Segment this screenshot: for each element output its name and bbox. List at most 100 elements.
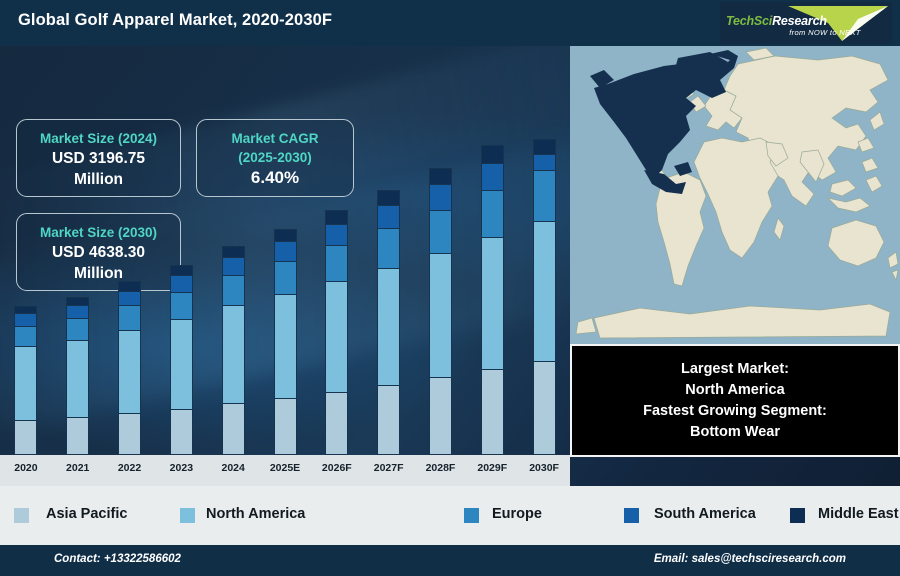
bar-segment[interactable] [325, 245, 349, 282]
bar-group[interactable] [221, 245, 245, 455]
bar-segment[interactable] [377, 228, 401, 268]
bar-group[interactable] [14, 305, 38, 455]
bar-segment[interactable] [480, 190, 504, 238]
fastest-segment-label: Fastest Growing Segment: [643, 402, 827, 419]
bar-segment[interactable] [118, 305, 142, 330]
bar-segment[interactable] [66, 416, 90, 455]
bar-group[interactable] [118, 281, 142, 455]
bar-segment[interactable] [273, 260, 297, 294]
bar-segment[interactable] [325, 209, 349, 224]
stacked-bar-chart: 2020 2021 2022 2023 2024 2025E 2026F 2027F 2028F… [0, 46, 570, 486]
bar-segment[interactable] [169, 318, 193, 409]
bar-segment[interactable] [480, 162, 504, 191]
bar-segment[interactable] [14, 346, 38, 420]
bar-segment[interactable] [377, 189, 401, 205]
logo-tagline: from NOW to NEXT [789, 28, 861, 37]
stat-card-market-cagr: Market CAGR (2025-2030) 6.40% [196, 119, 354, 197]
bar-segment[interactable] [118, 413, 142, 455]
bar-group[interactable] [377, 189, 401, 455]
legend-label: North America [206, 506, 306, 522]
x-axis-tick-label: 2030F [529, 462, 559, 474]
bar-segment[interactable] [273, 397, 297, 455]
bar-segment[interactable] [66, 296, 90, 305]
x-axis-tick-label: 2022 [117, 462, 142, 474]
stat-card-label: Market CAGR [231, 131, 319, 146]
legend-label: Asia Pacific [46, 506, 128, 522]
bar-segment[interactable] [221, 305, 245, 404]
legend-label: South America [654, 506, 756, 522]
legend-swatch [624, 508, 639, 523]
bar-segment[interactable] [325, 281, 349, 392]
bar-segment[interactable] [532, 170, 556, 221]
bar-segment[interactable] [532, 154, 556, 171]
bar-group[interactable] [428, 167, 452, 455]
bar-segment[interactable] [169, 408, 193, 455]
bar-segment[interactable] [118, 290, 142, 306]
bar-segment[interactable] [377, 204, 401, 229]
x-axis-tick-label: 2029F [477, 462, 508, 474]
bar-segment[interactable] [428, 184, 452, 210]
bar-segment[interactable] [428, 209, 452, 253]
bar-group[interactable] [169, 265, 193, 455]
bar-segment[interactable] [273, 293, 297, 398]
bar-segment[interactable] [428, 252, 452, 378]
bar-segment[interactable] [66, 339, 90, 417]
bar-segment[interactable] [118, 281, 142, 291]
logo-wordmark: TechSciResearch [726, 14, 890, 28]
stat-card-market-size-2030: Market Size (2030) USD 4638.30 Million [16, 213, 181, 291]
legend-swatch [180, 508, 195, 523]
chart-legend: Asia Pacific North America Europe South Ame… [0, 486, 900, 545]
bar-segment[interactable] [169, 291, 193, 319]
bar-segment[interactable] [221, 275, 245, 306]
bar-segment[interactable] [273, 241, 297, 261]
x-axis-tick-label: 2028F [425, 462, 456, 474]
bar-segment[interactable] [273, 228, 297, 242]
bar-segment[interactable] [66, 318, 90, 340]
bar-group[interactable] [480, 144, 504, 455]
bar-segment[interactable] [532, 361, 556, 455]
landmasses [575, 47, 899, 339]
bar-segment[interactable] [480, 369, 504, 455]
legend-label: Middle East & Africa [818, 506, 900, 522]
bar-segment[interactable] [480, 237, 504, 370]
x-axis-tick-label: 2023 [169, 462, 194, 474]
stat-card-value: 6.40% [250, 168, 300, 187]
bar-segment[interactable] [377, 267, 401, 385]
bar-segment[interactable] [532, 139, 556, 155]
stat-card-label: Market Size (2030) [39, 225, 158, 240]
bar-group[interactable] [273, 228, 297, 455]
bar-group[interactable] [66, 296, 90, 455]
bar-group[interactable] [325, 209, 349, 455]
stat-card-label: Market Size (2024) [39, 131, 158, 146]
stat-card-value: USD 3196.75 [51, 150, 146, 167]
bar-segment[interactable] [532, 220, 556, 362]
bar-segment[interactable] [221, 245, 245, 258]
stat-card-market-size-2024: Market Size (2024) USD 3196.75 Million [16, 119, 181, 197]
fastest-segment-value: Bottom Wear [690, 423, 780, 440]
bar-segment[interactable] [14, 305, 38, 314]
bar-segment[interactable] [377, 384, 401, 455]
bar-segment[interactable] [221, 257, 245, 276]
bar-segment[interactable] [221, 403, 245, 455]
bar-group[interactable] [532, 139, 556, 455]
stat-card-value: USD 4638.30 [51, 244, 146, 261]
bar-segment[interactable] [66, 304, 90, 319]
bar-segment[interactable] [14, 325, 38, 347]
bar-segment[interactable] [428, 377, 452, 455]
bar-segment[interactable] [480, 144, 504, 163]
legend-swatch [464, 508, 479, 523]
bar-segment[interactable] [169, 265, 193, 276]
bar-segment[interactable] [428, 167, 452, 185]
logo-name-part1: TechSci [726, 14, 773, 28]
x-axis: 2020 2021 2022 2023 2024 2025E 2026F 2027F 2028F… [0, 455, 570, 486]
bar-segment[interactable] [14, 419, 38, 455]
page-title: Global Golf Apparel Market, 2020-2030F [18, 11, 333, 29]
bar-segment[interactable] [325, 223, 349, 246]
bar-segment[interactable] [14, 313, 38, 326]
bar-segment[interactable] [325, 391, 349, 455]
bar-segment[interactable] [118, 329, 142, 414]
logo-name-part2: Research [772, 14, 827, 28]
bar-segment[interactable] [169, 275, 193, 292]
logo-swoosh-icon [788, 6, 888, 41]
